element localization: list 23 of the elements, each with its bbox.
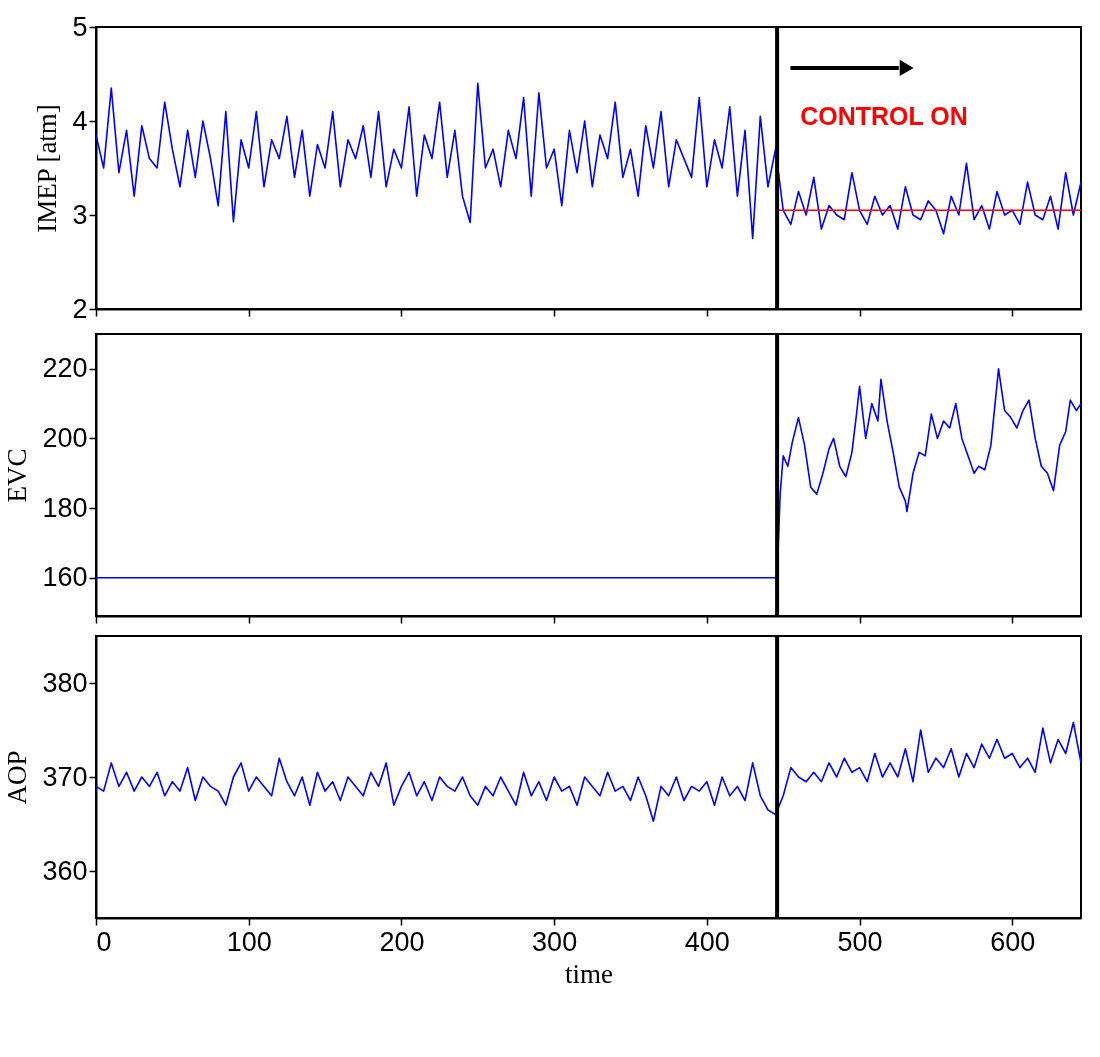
y-tick-label: 3	[72, 199, 88, 230]
y-tick-label: 370	[42, 761, 88, 792]
y-tick-label: 360	[42, 855, 88, 886]
x-tick-label: 500	[837, 926, 883, 957]
y-tick-label: 180	[42, 492, 88, 523]
y-axis-title: EVC	[2, 448, 33, 503]
x-tick-label: 300	[532, 926, 578, 957]
y-axis-title: AOP	[2, 750, 33, 805]
x-tick-label: 200	[379, 926, 425, 957]
y-axis-title: IMEP [atm]	[32, 104, 63, 233]
x-tick-label: 600	[990, 926, 1036, 957]
annotation: CONTROL ON	[800, 102, 968, 131]
x-tick-label: 0	[96, 926, 112, 957]
y-tick-label: 160	[42, 562, 88, 593]
x-tick-label: 100	[226, 926, 272, 957]
x-tick-label: 400	[684, 926, 730, 957]
y-tick-label: 380	[42, 667, 88, 698]
y-tick-label: 200	[42, 422, 88, 453]
y-tick-label: 220	[42, 353, 88, 384]
y-tick-label: 2	[72, 293, 88, 324]
y-tick-label: 5	[72, 11, 88, 42]
x-axis-title: time	[565, 958, 613, 989]
y-tick-label: 4	[72, 105, 88, 136]
